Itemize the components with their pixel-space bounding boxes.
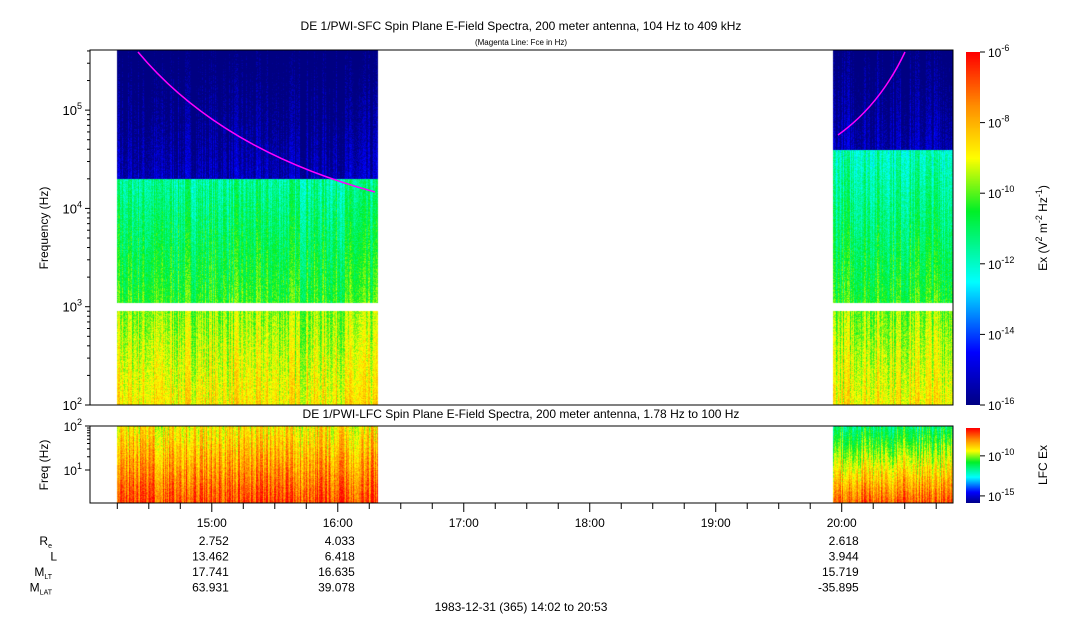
x-tick-label: 16:00 (323, 516, 353, 530)
x-tick-label: 19:00 (701, 516, 731, 530)
y-tick-label: 101 (64, 461, 82, 478)
y-tick-label: 104 (63, 199, 82, 216)
sfc-ylabel: Frequency (Hz) (37, 187, 51, 270)
colorbar-tick-label: 10-8 (988, 114, 1009, 131)
colorbar-tick-label: 10-10 (988, 447, 1014, 464)
x-tick-label: 20:00 (827, 516, 857, 530)
sfc-subtitle: (Magenta Line: Fce in Hz) (475, 38, 567, 47)
ephemeris-label: Re (39, 534, 52, 550)
ephemeris-value: 2.618 (829, 534, 859, 548)
colorbar-tick-label: 10-10 (988, 184, 1014, 201)
lfc-colorbar-label: LFC Ex (1036, 445, 1050, 485)
colorbar-tick-label: 10-6 (988, 43, 1009, 60)
ephemeris-label: MLT (34, 565, 52, 581)
sfc-spectrogram (90, 50, 953, 405)
x-tick-label: 18:00 (575, 516, 605, 530)
ephemeris-value: 13.462 (192, 550, 229, 564)
ephemeris-value: 3.944 (829, 550, 859, 564)
fce-line-1 (137, 51, 376, 193)
sfc-title: DE 1/PWI-SFC Spin Plane E-Field Spectra,… (301, 19, 742, 33)
sfc-plot-frame (89, 49, 954, 406)
colorbar-tick-label: 10-16 (988, 396, 1014, 413)
ephemeris-value: 15.719 (822, 565, 859, 579)
colorbar-tick-label: 10-12 (988, 255, 1014, 272)
y-tick-label: 105 (63, 101, 82, 118)
sfc-colorbar-label: Ex (V2 m-2 Hz-1) (1034, 185, 1050, 271)
lfc-title: DE 1/PWI-LFC Spin Plane E-Field Spectra,… (303, 407, 740, 421)
y-tick-label: 103 (63, 298, 82, 315)
colorbar-tick-label: 10-15 (988, 487, 1014, 504)
ephemeris-value: -35.895 (818, 581, 859, 595)
ephemeris-value: 63.931 (192, 581, 229, 595)
x-tick-label: 15:00 (197, 516, 227, 530)
lfc-spectrogram (90, 426, 953, 503)
ephemeris-label: MLAT (30, 581, 53, 597)
colorbar-tick-label: 10-14 (988, 325, 1014, 342)
y-tick-label: 102 (64, 417, 82, 434)
ephemeris-label: L (50, 550, 57, 564)
lfc-ylabel: Freq (Hz) (37, 440, 51, 491)
fce-line-2 (837, 51, 906, 136)
lfc-colorbar (966, 428, 980, 503)
x-tick-label: 17:00 (449, 516, 479, 530)
ephemeris-value: 4.033 (325, 534, 355, 548)
ephemeris-value: 6.418 (325, 550, 355, 564)
ephemeris-value: 17.741 (192, 565, 229, 579)
time-caption: 1983-12-31 (365) 14:02 to 20:53 (435, 600, 608, 614)
lfc-plot-frame (89, 425, 954, 504)
ephemeris-value: 39.078 (318, 581, 355, 595)
sfc-colorbar (966, 52, 980, 405)
y-tick-label: 102 (63, 396, 82, 413)
ephemeris-value: 16.635 (318, 565, 355, 579)
ephemeris-value: 2.752 (199, 534, 229, 548)
